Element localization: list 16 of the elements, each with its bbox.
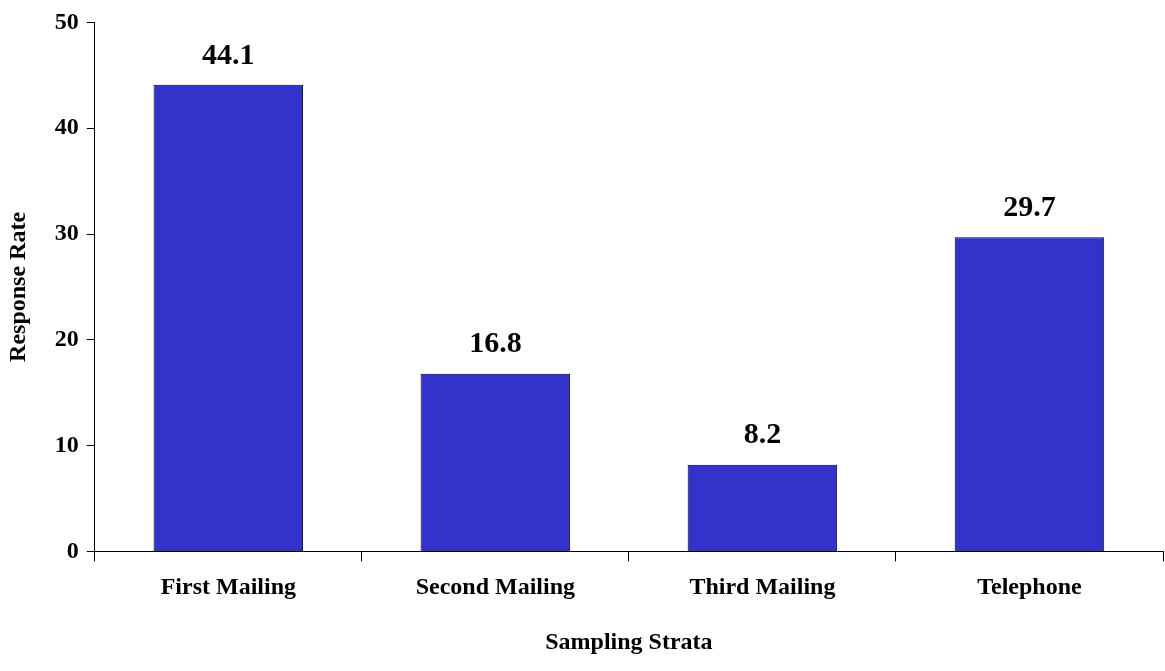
y-tick-label: 0 bbox=[66, 536, 79, 563]
data-label: 16.8 bbox=[469, 325, 522, 359]
data-label: 44.1 bbox=[202, 36, 255, 70]
y-tick-label: 30 bbox=[54, 219, 79, 246]
y-tick-label: 50 bbox=[54, 7, 79, 34]
x-tick-label: Second Mailing bbox=[415, 573, 576, 599]
data-label: 29.7 bbox=[1003, 188, 1056, 222]
x-tick-label: Third Mailing bbox=[689, 573, 836, 599]
y-axis-title: Response Rate bbox=[3, 211, 30, 362]
y-tick-label: 40 bbox=[54, 113, 79, 140]
x-axis-title: Sampling Strata bbox=[545, 627, 713, 654]
x-tick-label: First Mailing bbox=[160, 573, 296, 599]
y-tick-label: 10 bbox=[54, 430, 79, 457]
x-tick-label: Telephone bbox=[977, 573, 1083, 599]
data-label: 8.2 bbox=[743, 416, 782, 450]
y-tick-label: 20 bbox=[54, 325, 79, 351]
